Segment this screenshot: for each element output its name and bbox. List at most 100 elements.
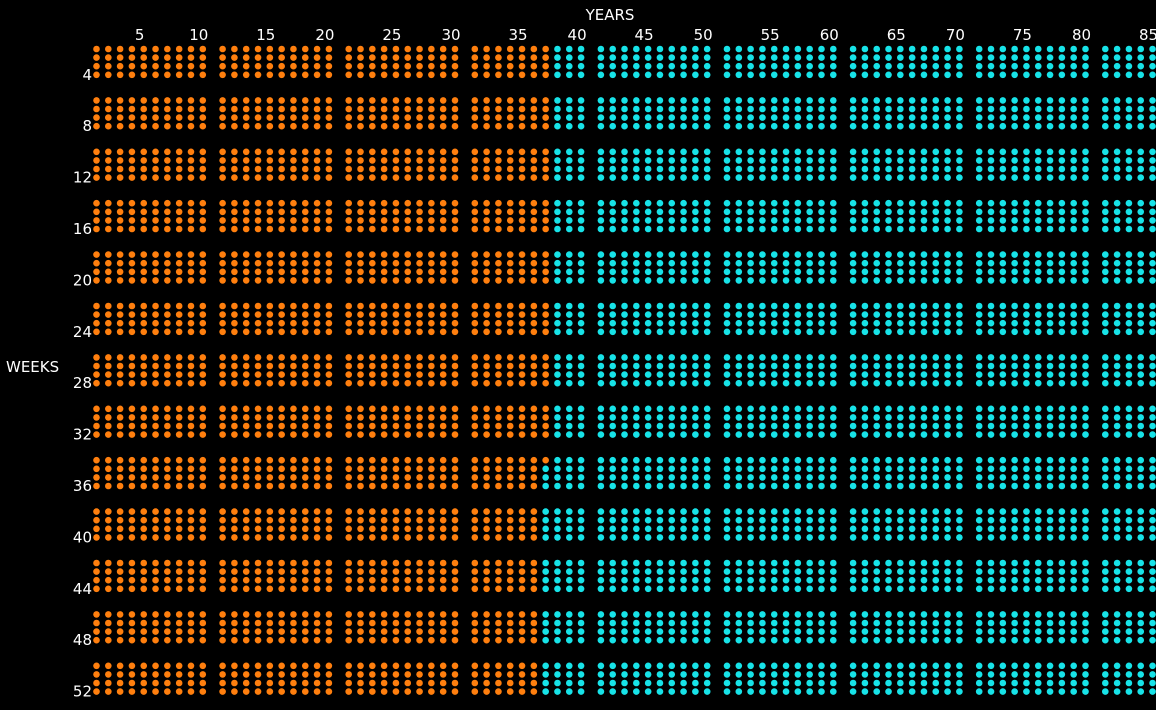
week-dot-remaining: [735, 405, 743, 413]
week-dot-lived: [301, 576, 309, 584]
week-dot-lived: [278, 97, 285, 104]
week-dot-lived: [105, 465, 112, 473]
week-dot-remaining: [770, 662, 778, 670]
week-dot-lived: [369, 225, 376, 233]
week-dot-lived: [369, 251, 376, 258]
week-dot-remaining: [565, 174, 573, 181]
week-dot-remaining: [932, 225, 940, 233]
week-dot-remaining: [621, 114, 628, 121]
week-dot-remaining: [770, 62, 778, 70]
week-dot-lived: [325, 122, 333, 130]
week-dot-lived: [428, 456, 435, 464]
week-dot-remaining: [897, 105, 904, 113]
week-dot-remaining: [1046, 465, 1054, 473]
week-dot-remaining: [908, 311, 916, 318]
week-dot-lived: [301, 259, 309, 267]
week-dot-remaining: [1149, 259, 1156, 267]
week-dot-lived: [128, 619, 136, 627]
week-dot-lived: [164, 62, 171, 70]
week-dot-lived: [369, 611, 376, 618]
week-dot-remaining: [885, 217, 892, 224]
week-dot-remaining: [849, 371, 857, 378]
week-dot-remaining: [723, 534, 731, 541]
week-dot-remaining: [1058, 148, 1066, 156]
week-dot-remaining: [1125, 199, 1133, 207]
week-dot-remaining: [597, 534, 605, 541]
week-dot-remaining: [956, 199, 963, 207]
week-dot-lived: [325, 679, 333, 687]
week-dot-remaining: [1058, 431, 1066, 438]
week-dot-remaining: [806, 122, 813, 130]
week-dot-remaining: [621, 559, 628, 567]
week-dot-remaining: [897, 628, 904, 635]
week-dot-remaining: [1011, 474, 1018, 481]
week-dot-lived: [266, 568, 274, 575]
week-dot-remaining: [542, 482, 549, 490]
week-dot-remaining: [1102, 54, 1109, 61]
week-dot-remaining: [1058, 568, 1066, 575]
week-dot-lived: [152, 619, 159, 627]
week-dot-lived: [404, 45, 412, 53]
week-dot-lived: [278, 225, 285, 233]
week-dot-remaining: [609, 431, 617, 438]
week-dot-remaining: [680, 354, 687, 361]
week-dot-remaining: [1058, 525, 1066, 533]
week-dot-lived: [116, 422, 124, 430]
week-dot-remaining: [920, 97, 928, 104]
week-dot-lived: [471, 148, 479, 156]
week-dot-remaining: [668, 559, 676, 567]
week-dot-lived: [266, 251, 274, 258]
week-dot-remaining: [944, 559, 951, 567]
week-dot-lived: [439, 576, 447, 584]
week-dot-remaining: [1046, 534, 1054, 541]
week-dot-lived: [345, 431, 353, 438]
week-dot-remaining: [1011, 97, 1018, 104]
week-dot-remaining: [975, 559, 983, 567]
x-tick-label: 30: [441, 26, 460, 44]
week-dot-remaining: [692, 217, 699, 224]
week-dot-lived: [380, 585, 388, 593]
week-dot-lived: [187, 585, 195, 593]
week-dot-remaining: [975, 259, 983, 267]
week-dot-remaining: [806, 414, 813, 421]
week-dot-remaining: [861, 122, 869, 130]
week-dot-lived: [325, 688, 333, 695]
week-dot-lived: [164, 379, 171, 387]
week-dot-lived: [506, 414, 514, 421]
week-dot-lived: [495, 576, 502, 584]
week-dot-lived: [301, 516, 309, 524]
week-dot-remaining: [656, 576, 664, 584]
week-dot-lived: [471, 97, 479, 104]
week-dot-remaining: [1023, 217, 1030, 224]
week-dot-remaining: [1082, 474, 1089, 481]
week-dot-remaining: [644, 54, 652, 61]
week-dot-remaining: [782, 379, 790, 387]
week-dot-remaining: [932, 628, 940, 635]
week-dot-lived: [506, 568, 514, 575]
week-dot-lived: [187, 662, 195, 670]
week-dot-lived: [416, 671, 423, 678]
week-dot-remaining: [1125, 611, 1133, 618]
week-dot-remaining: [1082, 525, 1089, 533]
week-dot-lived: [357, 422, 364, 430]
week-dot-remaining: [873, 568, 881, 575]
week-dot-remaining: [747, 362, 754, 370]
week-dot-lived: [128, 328, 136, 336]
week-dot-remaining: [1113, 422, 1121, 430]
week-dot-remaining: [609, 217, 617, 224]
week-dot-remaining: [794, 379, 802, 387]
week-dot-remaining: [975, 671, 983, 678]
week-dot-lived: [495, 688, 502, 695]
week-dot-lived: [495, 45, 502, 53]
week-dot-lived: [254, 105, 262, 113]
week-dot-remaining: [1070, 259, 1077, 267]
week-dot-lived: [219, 62, 226, 70]
week-dot-lived: [187, 208, 195, 216]
week-dot-lived: [219, 54, 226, 61]
week-dot-lived: [471, 217, 479, 224]
week-dot-remaining: [542, 611, 549, 618]
week-dot-lived: [266, 688, 274, 695]
week-dot-remaining: [1023, 662, 1030, 670]
week-dot-lived: [254, 619, 262, 627]
week-dot-lived: [451, 414, 459, 421]
